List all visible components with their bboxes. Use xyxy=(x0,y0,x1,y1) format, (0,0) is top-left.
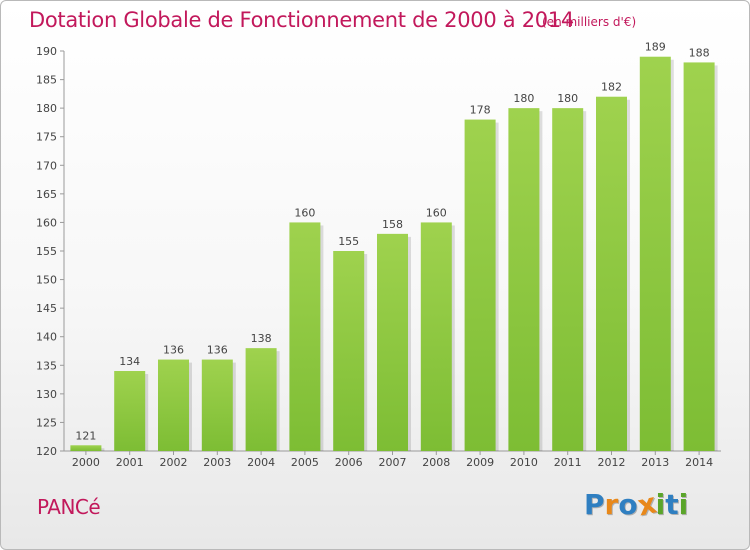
bar xyxy=(596,96,627,451)
y-tick-label: 120 xyxy=(36,445,57,458)
bar xyxy=(552,108,584,452)
commune-name: PANCé xyxy=(37,495,101,519)
x-tick-label: 2012 xyxy=(598,456,626,469)
bar-value-label: 136 xyxy=(163,344,184,357)
y-tick-label: 145 xyxy=(36,302,57,315)
bar xyxy=(201,359,233,451)
bar-value-label: 189 xyxy=(645,41,666,54)
y-tick-label: 125 xyxy=(36,416,57,429)
bar xyxy=(639,56,671,451)
x-tick-label: 2003 xyxy=(203,456,231,469)
y-tick-label: 135 xyxy=(36,359,57,372)
bar-value-label: 138 xyxy=(251,332,272,345)
x-tick-label: 2007 xyxy=(379,456,407,469)
x-tick-label: 2010 xyxy=(510,456,538,469)
bar-value-label: 178 xyxy=(470,104,491,117)
bar xyxy=(683,62,715,452)
bar-value-label: 160 xyxy=(426,206,447,219)
bar xyxy=(114,371,146,451)
logo-letter: P xyxy=(584,488,605,521)
x-tick-label: 2013 xyxy=(641,456,669,469)
bar-value-label: 121 xyxy=(75,429,96,442)
y-tick-label: 130 xyxy=(36,388,57,401)
chart-title: Dotation Globale de Fonctionnement de 20… xyxy=(29,8,574,32)
logo-letter: t xyxy=(665,488,679,521)
bar-value-label: 180 xyxy=(557,92,578,105)
y-tick-label: 190 xyxy=(36,45,57,58)
bar-value-label: 160 xyxy=(294,206,315,219)
y-tick-label: 150 xyxy=(36,274,57,287)
y-tick-label: 140 xyxy=(36,331,57,344)
x-tick-label: 2005 xyxy=(291,456,319,469)
x-tick-label: 2002 xyxy=(160,456,188,469)
y-tick-label: 175 xyxy=(36,131,57,144)
x-tick-label: 2000 xyxy=(72,456,100,469)
x-tick-label: 2009 xyxy=(466,456,494,469)
y-tick-label: 160 xyxy=(36,216,57,229)
proxiti-logo: Proxiti xyxy=(584,486,689,522)
bar xyxy=(333,251,365,451)
x-tick-label: 2014 xyxy=(685,456,713,469)
bar xyxy=(464,119,496,452)
logo-letter: i xyxy=(655,488,666,521)
chart-subtitle: (en milliers d'€) xyxy=(542,15,637,29)
y-tick-label: 180 xyxy=(36,102,57,115)
bar xyxy=(508,108,540,452)
logo-letter: r xyxy=(604,488,619,521)
bar-value-label: 136 xyxy=(207,344,228,357)
logo-letter: i xyxy=(678,488,689,521)
y-tick-label: 155 xyxy=(36,245,57,258)
bar xyxy=(158,359,189,451)
bar-value-label: 180 xyxy=(513,92,534,105)
x-tick-label: 2001 xyxy=(116,456,144,469)
x-tick-label: 2008 xyxy=(422,456,450,469)
bar-value-label: 182 xyxy=(601,81,622,94)
bar xyxy=(245,348,277,451)
bar-value-label: 134 xyxy=(119,355,140,368)
bar xyxy=(70,445,102,451)
bar-value-label: 188 xyxy=(689,46,710,59)
bar-value-label: 155 xyxy=(338,235,359,248)
x-tick-label: 2004 xyxy=(247,456,275,469)
y-tick-label: 165 xyxy=(36,188,57,201)
bar xyxy=(377,233,408,451)
y-tick-label: 170 xyxy=(36,159,57,172)
y-tick-label: 185 xyxy=(36,74,57,87)
x-tick-label: 2006 xyxy=(335,456,363,469)
bar xyxy=(420,222,452,451)
bar-value-label: 158 xyxy=(382,218,403,231)
x-tick-label: 2011 xyxy=(554,456,582,469)
logo-letter: o xyxy=(618,488,638,521)
bar xyxy=(289,222,321,451)
